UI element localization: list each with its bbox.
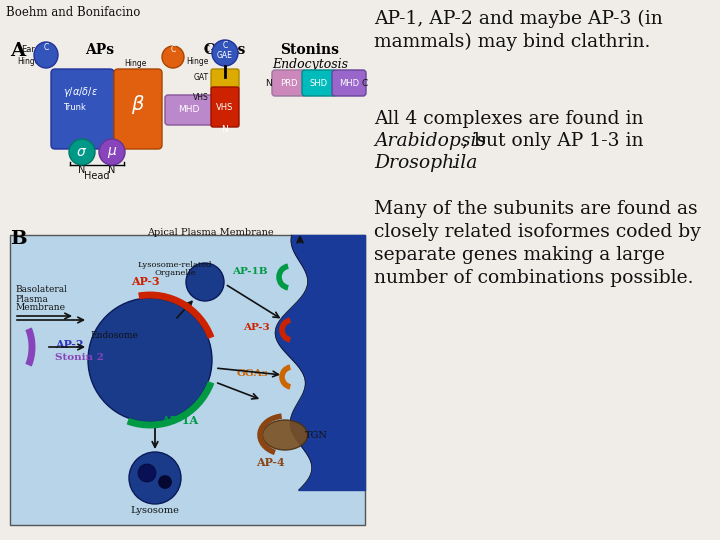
Text: Hinge: Hinge (17, 57, 39, 65)
Text: GAT: GAT (194, 72, 209, 82)
Text: C: C (170, 57, 176, 66)
Text: , but only AP 1-3 in: , but only AP 1-3 in (462, 132, 644, 150)
Text: C: C (213, 105, 219, 114)
Ellipse shape (162, 46, 184, 68)
FancyBboxPatch shape (211, 87, 239, 127)
Ellipse shape (34, 42, 58, 68)
Text: Endocytosis: Endocytosis (272, 58, 348, 71)
Text: A: A (10, 42, 25, 60)
Text: VHS: VHS (216, 103, 234, 111)
Text: PRD: PRD (280, 78, 298, 87)
Text: Apical Plasma Membrane: Apical Plasma Membrane (147, 228, 274, 237)
Ellipse shape (212, 40, 238, 66)
Ellipse shape (129, 452, 181, 504)
Text: $\sigma$: $\sigma$ (76, 145, 88, 159)
Text: Head: Head (84, 171, 109, 181)
Text: $\mu$: $\mu$ (107, 145, 117, 159)
Text: Ear: Ear (21, 45, 35, 55)
FancyBboxPatch shape (332, 70, 366, 96)
FancyBboxPatch shape (302, 70, 336, 96)
Text: GGAs: GGAs (204, 43, 246, 57)
Ellipse shape (263, 420, 307, 450)
Text: Hinge: Hinge (124, 58, 146, 68)
Text: B: B (10, 230, 27, 248)
Text: Basolateral: Basolateral (15, 286, 67, 294)
Text: SHD: SHD (310, 78, 328, 87)
Text: C: C (171, 45, 176, 55)
Text: N: N (108, 165, 116, 175)
Text: Membrane: Membrane (15, 303, 65, 313)
Text: Many of the subunits are found as
closely related isoformes coded by
separate ge: Many of the subunits are found as closel… (374, 200, 701, 287)
Text: MHD: MHD (179, 105, 199, 114)
Text: AP-3: AP-3 (243, 322, 270, 332)
Text: Plasma: Plasma (15, 294, 48, 303)
FancyBboxPatch shape (211, 69, 239, 89)
Text: AP-2: AP-2 (55, 340, 84, 350)
Text: GAE: GAE (217, 51, 233, 60)
Text: Organelle: Organelle (154, 269, 196, 277)
Text: AP-1B: AP-1B (233, 267, 268, 276)
Text: C: C (362, 78, 368, 87)
Text: VHS: VHS (193, 93, 209, 103)
Text: Lysosome: Lysosome (130, 506, 179, 515)
Text: $\beta$: $\beta$ (131, 93, 145, 117)
Text: TGN: TGN (305, 430, 328, 440)
Ellipse shape (99, 139, 125, 165)
Text: C: C (40, 60, 46, 70)
Text: Endosome: Endosome (90, 330, 138, 340)
Text: C: C (43, 44, 49, 52)
FancyBboxPatch shape (272, 70, 306, 96)
Text: Hinge: Hinge (186, 57, 209, 65)
Text: Stonin 2: Stonin 2 (55, 353, 104, 361)
FancyBboxPatch shape (51, 69, 114, 149)
Text: N: N (78, 165, 86, 175)
Text: C: C (222, 42, 228, 51)
Text: AP-4: AP-4 (256, 457, 284, 468)
Text: C: C (203, 45, 209, 55)
Text: AP-3: AP-3 (131, 276, 159, 287)
Ellipse shape (186, 263, 224, 301)
Text: Trunk: Trunk (63, 104, 86, 112)
Text: Drosophila: Drosophila (374, 154, 477, 172)
Text: AP-1, AP-2 and maybe AP-3 (in
mammals) may bind clathrin.: AP-1, AP-2 and maybe AP-3 (in mammals) m… (374, 10, 662, 51)
Text: Arabidopsis: Arabidopsis (374, 132, 486, 150)
Ellipse shape (88, 298, 212, 422)
Ellipse shape (138, 464, 156, 482)
Ellipse shape (69, 139, 95, 165)
Text: N: N (266, 78, 272, 87)
Text: GGAs: GGAs (236, 369, 268, 379)
Text: APs: APs (86, 43, 114, 57)
Text: Lysosome-related: Lysosome-related (138, 261, 212, 269)
Text: .: . (450, 154, 456, 172)
Text: Stonins: Stonins (281, 43, 340, 57)
FancyBboxPatch shape (114, 69, 162, 149)
Text: AP-1A: AP-1A (161, 415, 199, 426)
FancyBboxPatch shape (10, 235, 365, 525)
Text: Boehm and Bonifacino: Boehm and Bonifacino (6, 6, 140, 19)
FancyBboxPatch shape (165, 95, 213, 125)
Ellipse shape (158, 476, 171, 489)
Text: All 4 complexes are found in: All 4 complexes are found in (374, 110, 644, 128)
Text: MHD: MHD (339, 78, 359, 87)
Text: $\gamma$/$\alpha$/$\delta$/$\varepsilon$: $\gamma$/$\alpha$/$\delta$/$\varepsilon$ (63, 85, 98, 99)
Text: N: N (222, 125, 228, 134)
